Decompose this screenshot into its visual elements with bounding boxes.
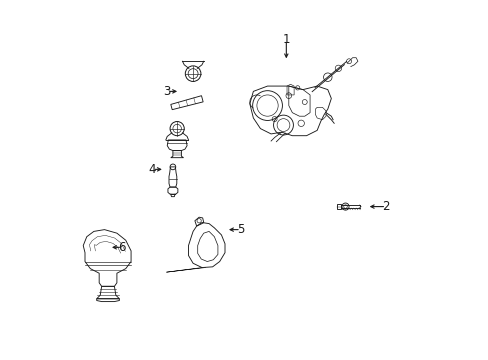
Bar: [336, 204, 340, 209]
Text: 4: 4: [148, 163, 156, 176]
Text: 6: 6: [118, 241, 126, 254]
Text: 5: 5: [237, 223, 244, 236]
Text: 2: 2: [382, 200, 389, 213]
Text: 3: 3: [163, 85, 171, 98]
Text: 1: 1: [282, 33, 289, 46]
